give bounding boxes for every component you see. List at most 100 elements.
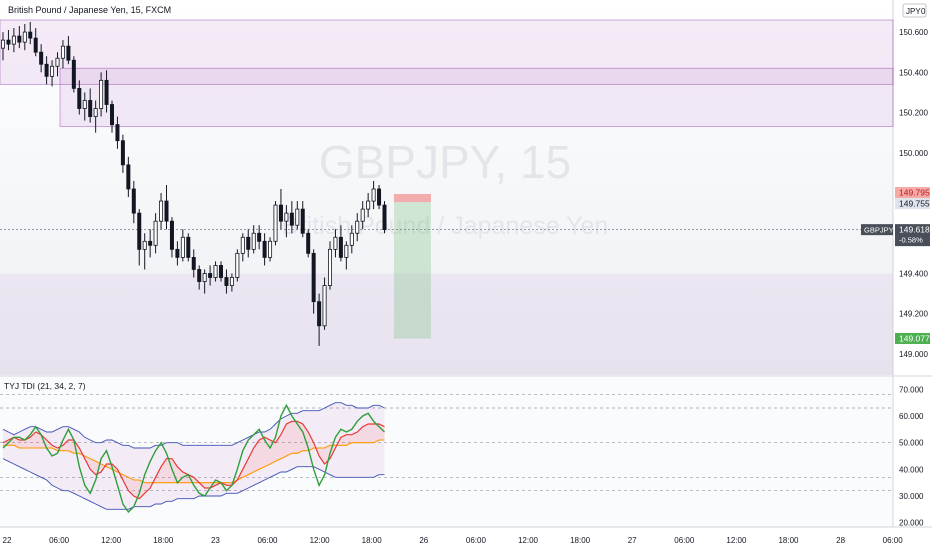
candle-body xyxy=(273,204,278,242)
time-tick: 12:00 xyxy=(518,536,539,545)
candle-body xyxy=(295,208,300,226)
candle-body xyxy=(148,240,153,246)
indicator-pane-background xyxy=(0,377,893,527)
candle-body xyxy=(360,208,365,222)
candle-body xyxy=(224,277,229,286)
price-tick: 150.600 xyxy=(899,28,928,37)
candle-body xyxy=(289,212,294,226)
candle-body xyxy=(39,51,44,65)
time-tick: 23 xyxy=(211,536,220,545)
price-tick: 149.000 xyxy=(899,350,928,359)
time-tick: 06:00 xyxy=(674,536,695,545)
candle-body xyxy=(153,220,158,246)
candle-body xyxy=(344,244,349,258)
symbol-tag: GBPJPY xyxy=(861,224,894,236)
risk-zone xyxy=(393,194,431,203)
base-line xyxy=(3,439,385,484)
candle-body xyxy=(131,188,136,214)
candle-body xyxy=(317,301,322,327)
bollinger-band-fill xyxy=(3,402,385,510)
candle-body xyxy=(191,256,196,270)
candle-body xyxy=(0,39,6,49)
last-price-text: 149.618 xyxy=(899,225,930,235)
indicator-tick: 60.000 xyxy=(899,412,924,421)
candle-body xyxy=(28,31,33,39)
time-tick: 28 xyxy=(836,536,845,545)
signal-line xyxy=(2,420,385,500)
entry-price-label: 149.755 xyxy=(895,198,930,210)
candle-body xyxy=(66,45,71,61)
time-tick: 18:00 xyxy=(153,536,174,545)
supply-zone xyxy=(0,19,894,85)
time-tick: 27 xyxy=(628,536,637,545)
price-tick: 150.000 xyxy=(899,149,928,158)
time-axis[interactable]: 22 06:00 12:00 18:00 23 06:00 12:00 18:00 26 06:0… xyxy=(3,536,904,545)
entry-price-text: 149.755 xyxy=(899,199,930,209)
supply-zones xyxy=(0,19,894,375)
indicator-axis[interactable]: 70.000 60.000 50.000 40.000 30.000 20.000 xyxy=(899,385,924,527)
candle-body xyxy=(202,273,207,282)
candle-body xyxy=(93,108,98,117)
bb-upper-line xyxy=(2,402,385,449)
candle-body xyxy=(115,124,120,142)
rsi-line xyxy=(2,403,385,514)
candle-body xyxy=(99,79,104,109)
candle-body xyxy=(327,248,332,286)
indicator-tick: 20.000 xyxy=(899,519,924,528)
currency-badge[interactable]: JPY 0 xyxy=(902,3,927,18)
indicator-title: TYJ TDI (21, 34, 2, 7) xyxy=(4,381,86,391)
demand-zone xyxy=(0,273,893,375)
candle-body xyxy=(110,104,115,126)
signal-base-fill xyxy=(3,421,385,499)
indicator-levels xyxy=(0,394,893,492)
candle-body xyxy=(197,269,202,282)
target-price-text: 149.077 xyxy=(899,333,930,343)
watermark-symbol: GBPJPY, 15 xyxy=(319,136,571,188)
candle-body xyxy=(322,285,327,327)
candle-body xyxy=(333,236,338,250)
candle-body xyxy=(349,232,354,246)
indicator-tick: 50.000 xyxy=(899,439,924,448)
candle-body xyxy=(22,31,27,43)
price-pane-background xyxy=(0,0,893,375)
price-tick: 149.200 xyxy=(899,310,928,319)
candle-body xyxy=(120,140,125,166)
candle-body xyxy=(338,236,343,258)
time-tick: 06:00 xyxy=(883,536,904,545)
candle-body xyxy=(11,35,16,45)
time-tick: 06:00 xyxy=(257,536,278,545)
indicator-tick: 30.000 xyxy=(899,492,924,501)
candle-body xyxy=(169,220,174,250)
chart-title: British Pound / Japanese Yen, 15, FXCM xyxy=(8,5,171,15)
currency-badge-label: JPY xyxy=(906,7,921,16)
price-tick: 150.400 xyxy=(899,68,928,77)
short-position-tool[interactable] xyxy=(393,194,431,339)
candle-body xyxy=(262,240,267,258)
candle-body xyxy=(218,265,223,278)
candle-body xyxy=(159,200,164,222)
candle-body xyxy=(268,240,273,258)
candle-body xyxy=(229,277,234,286)
candle-body xyxy=(371,188,376,202)
candle-body xyxy=(300,208,305,234)
candle-body xyxy=(366,200,371,210)
candle-body xyxy=(257,232,262,242)
candle-body xyxy=(186,236,191,258)
candle-body xyxy=(355,220,360,234)
time-tick: 26 xyxy=(419,536,428,545)
time-tick: 06:00 xyxy=(466,536,487,545)
indicator-tick: 70.000 xyxy=(899,385,924,394)
candle-body xyxy=(213,265,218,278)
candle-body xyxy=(284,212,289,222)
candle-body xyxy=(104,79,109,105)
candle-body xyxy=(60,45,65,59)
supply-zone xyxy=(59,67,894,128)
candle-body xyxy=(137,212,142,250)
time-tick: 12:00 xyxy=(101,536,122,545)
candle-body xyxy=(278,204,283,222)
price-tick: 149.400 xyxy=(899,269,928,278)
candle-body xyxy=(126,164,131,190)
price-axis[interactable]: 150.600 150.400 150.200 150.000 149.400 149.2… xyxy=(899,28,928,359)
